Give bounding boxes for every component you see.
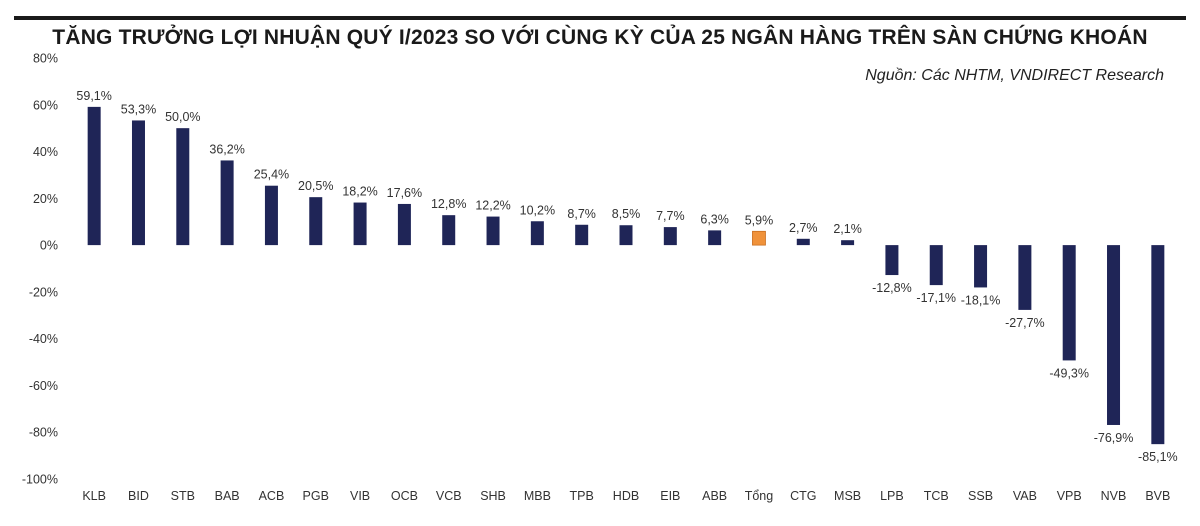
x-tick-label: TPB [570,489,594,503]
x-tick-label: KLB [82,489,106,503]
bars-group [87,106,1165,445]
bar [1107,245,1121,425]
bar [575,224,589,246]
x-tick-label: ACB [259,489,285,503]
bar [264,185,278,246]
y-tick-label: -40% [29,332,58,346]
data-label: 7,7% [656,209,685,223]
data-label: -49,3% [1049,366,1089,380]
data-label: 8,7% [567,207,596,221]
y-tick-label: 80% [33,52,58,66]
x-axis: KLB BID STB BAB ACB PGB VIB OCB VCB SHB MBB TPB HDB E… [82,489,1170,503]
data-label: -17,1% [916,291,956,305]
bar [1151,245,1165,445]
bar [397,203,411,246]
data-labels-group: 59,1% 53,3% 50,0% 36,2% 25,4% 20,5% 18,2% 17,6%… [76,89,1177,464]
data-label: 20,5% [298,179,333,193]
x-tick-label: CTG [790,489,816,503]
x-tick-label: BID [128,489,149,503]
x-tick-label: BVB [1145,489,1170,503]
data-label: 12,8% [431,197,466,211]
chart-title: TĂNG TRƯỞNG LỢI NHUẬN QUÝ I/2023 SO VỚI … [52,26,1148,49]
title-rule [14,16,1186,20]
x-tick-label: PGB [303,489,329,503]
data-label: -85,1% [1138,450,1178,464]
bar [309,197,323,246]
bar [752,230,766,246]
data-label: 53,3% [121,102,156,116]
bar [841,240,855,246]
x-tick-label: VAB [1013,489,1037,503]
data-label: 5,9% [745,213,774,227]
bar [220,160,234,246]
data-label: -18,1% [961,293,1001,307]
data-label: 50,0% [165,110,200,124]
bar [929,245,943,286]
x-tick-label: VIB [350,489,370,503]
bar [663,227,677,246]
data-label: 25,4% [254,168,289,182]
y-tick-label: 40% [33,145,58,159]
y-tick-label: -20% [29,285,58,299]
x-tick-label: OCB [391,489,418,503]
bar [442,215,456,246]
y-tick-label: 20% [33,192,58,206]
x-tick-label: STB [171,489,195,503]
data-label: 36,2% [209,142,244,156]
x-tick-label: EIB [660,489,680,503]
x-tick-label: SHB [480,489,506,503]
data-label: 59,1% [76,89,111,103]
x-tick-label: BAB [215,489,240,503]
data-label: 18,2% [342,185,377,199]
x-tick-label: VPB [1057,489,1082,503]
bar [176,128,190,246]
data-label: 10,2% [520,203,555,217]
bar [131,120,145,246]
bar [1062,245,1076,361]
data-label: 17,6% [387,186,422,200]
data-label: -27,7% [1005,316,1045,330]
x-tick-label: HDB [613,489,639,503]
x-tick-label: MBB [524,489,551,503]
x-tick-label: MSB [834,489,861,503]
x-tick-label: LPB [880,489,904,503]
bar [486,216,500,246]
y-tick-label: -80% [29,426,58,440]
x-tick-label: SSB [968,489,993,503]
x-tick-label: VCB [436,489,462,503]
bar [796,238,810,246]
y-tick-label: 60% [33,98,58,112]
bar [885,245,899,276]
data-label: -76,9% [1094,431,1134,445]
data-label: 6,3% [700,212,729,226]
y-tick-label: -100% [22,473,58,487]
bar [1018,245,1032,310]
bar [708,230,722,246]
x-tick-label: ABB [702,489,727,503]
x-tick-label: TCB [924,489,949,503]
bar [974,245,988,288]
data-label: 2,7% [789,221,818,235]
data-label: 2,1% [833,222,862,236]
data-label: 8,5% [612,207,641,221]
y-tick-label: 0% [40,239,58,253]
bar [530,221,544,246]
x-tick-label: Tổng [745,489,774,503]
y-axis: 80% 60% 40% 20% 0% -20% -40% -60% -80% -100% [22,52,58,487]
bar [87,106,101,246]
y-tick-label: -60% [29,379,58,393]
data-label: 12,2% [475,199,510,213]
bar [619,225,633,246]
bar [353,202,367,246]
x-tick-label: NVB [1101,489,1127,503]
data-label: -12,8% [872,281,912,295]
source-note: Nguồn: Các NHTM, VNDIRECT Research [865,67,1164,84]
